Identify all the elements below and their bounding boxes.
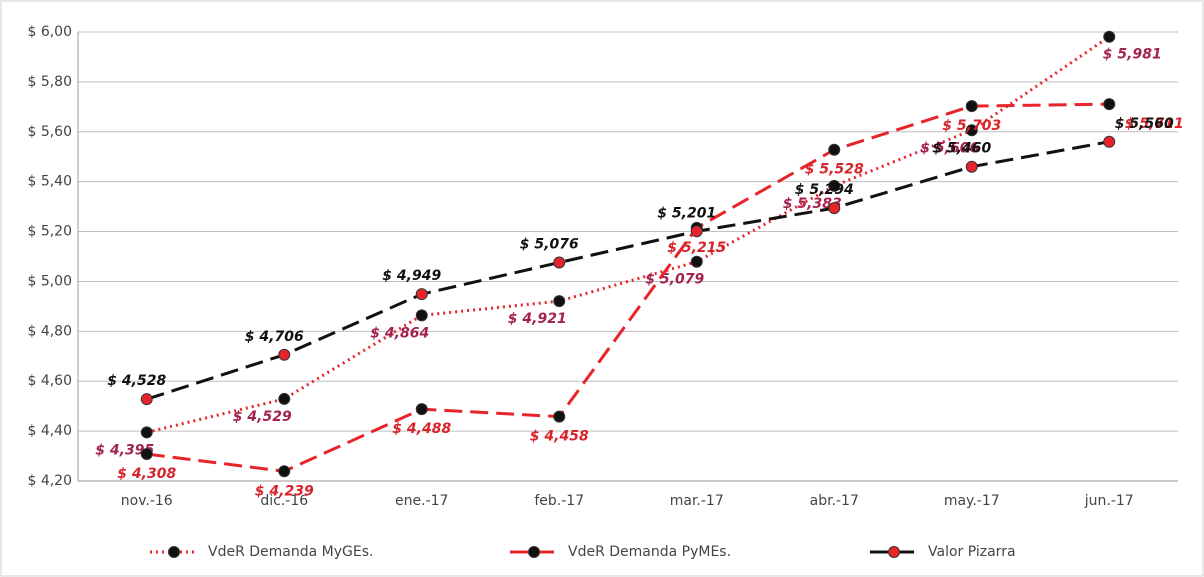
y-tick-label: $ 5,20 [27, 224, 72, 240]
value-label: $ 4,706 [245, 329, 304, 345]
value-label: $ 5,981 [1103, 47, 1162, 63]
point [140, 426, 153, 439]
point [553, 256, 566, 269]
legend-marker [168, 546, 180, 558]
point [828, 202, 841, 215]
series-line [146, 140, 1110, 401]
value-label: $ 5,460 [932, 141, 991, 157]
y-tick-label: $ 6,00 [27, 24, 72, 40]
point [553, 410, 566, 423]
value-label: $ 4,395 [95, 442, 154, 458]
point [140, 393, 153, 406]
series-line [146, 102, 1110, 473]
value-label: $ 4,239 [255, 483, 314, 499]
legend-marker [528, 546, 540, 558]
point [828, 179, 841, 192]
point [1103, 30, 1116, 43]
value-label: $ 5,215 [667, 240, 726, 256]
value-label: $ 5,711 [1125, 116, 1184, 132]
value-label: $ 5,201 [657, 205, 716, 221]
value-label: $ 5,076 [520, 236, 579, 252]
legend-label: VdeR Demanda MyGEs. [208, 544, 373, 560]
point [278, 392, 291, 405]
point [415, 309, 428, 322]
x-tick-label: mar.-17 [670, 493, 724, 509]
point [690, 225, 703, 238]
x-tick-label: nov.-16 [121, 493, 173, 509]
value-label: $ 5,560 [1115, 116, 1174, 132]
series-line [146, 35, 1111, 434]
y-tick-label: $ 5,80 [27, 74, 72, 90]
point [965, 160, 978, 173]
point [1103, 135, 1116, 148]
value-label: $ 4,529 [233, 409, 292, 425]
point [278, 348, 291, 361]
value-label: $ 5,606 [920, 140, 979, 156]
point [1103, 98, 1116, 111]
y-tick-label: $ 5,00 [27, 273, 72, 289]
value-label: $ 4,488 [392, 421, 451, 437]
y-tick-label: $ 4,20 [27, 473, 72, 489]
point [140, 448, 153, 461]
y-tick-label: $ 4,40 [27, 423, 72, 439]
point [553, 295, 566, 308]
point [965, 100, 978, 113]
legend-label: Valor Pizarra [928, 544, 1016, 560]
value-label: $ 4,528 [107, 373, 166, 389]
y-tick-label: $ 4,80 [27, 323, 72, 339]
point [828, 143, 841, 156]
x-tick-label: dic.-16 [260, 493, 308, 509]
x-tick-label: feb.-17 [534, 493, 584, 509]
y-tick-label: $ 5,40 [27, 174, 72, 190]
point [415, 288, 428, 301]
y-tick-label: $ 5,60 [27, 124, 72, 140]
legend-label: VdeR Demanda PyMEs. [568, 544, 731, 560]
value-label: $ 5,294 [795, 182, 854, 198]
x-tick-label: may.-17 [944, 493, 1000, 509]
y-tick-label: $ 4,60 [27, 373, 72, 389]
value-label: $ 4,949 [382, 268, 441, 284]
value-label: $ 4,864 [370, 325, 429, 341]
value-label: $ 4,458 [530, 429, 589, 445]
value-label: $ 5,528 [805, 162, 864, 178]
x-tick-label: abr.-17 [810, 493, 859, 509]
x-tick-label: jun.-17 [1084, 493, 1134, 509]
value-label: $ 4,921 [508, 311, 567, 327]
x-tick-label: ene.-17 [395, 493, 448, 509]
legend-marker [888, 546, 900, 558]
value-label: $ 5,703 [942, 118, 1001, 134]
value-label: $ 4,308 [117, 466, 176, 482]
point [690, 255, 703, 268]
point [965, 124, 978, 137]
point [278, 465, 291, 478]
point [415, 403, 428, 416]
